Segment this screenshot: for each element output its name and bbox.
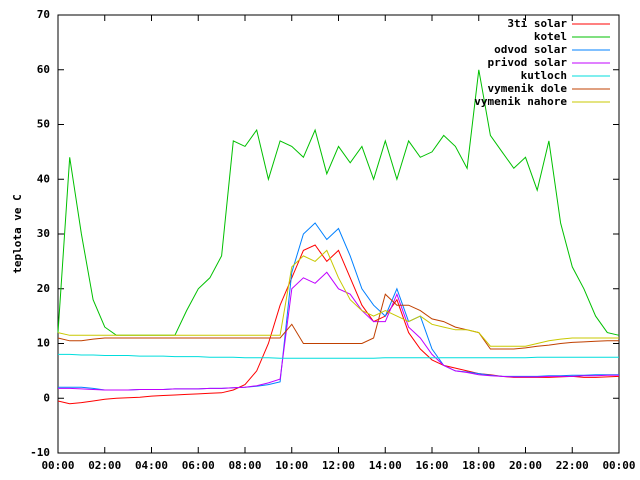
y-tick-label: 30 bbox=[37, 227, 50, 240]
series-line bbox=[57, 69, 620, 336]
legend-label: vymenik dole bbox=[488, 82, 568, 95]
series-line bbox=[57, 293, 619, 350]
x-tick-label: 22:00 bbox=[556, 459, 589, 472]
series-line bbox=[57, 244, 620, 405]
legend-label: odvod solar bbox=[494, 43, 567, 56]
legend-label: privod solar bbox=[488, 56, 568, 69]
x-tick-label: 14:00 bbox=[369, 459, 402, 472]
legend-label: 3ti solar bbox=[507, 17, 567, 30]
series-line bbox=[58, 353, 619, 359]
legend-label: kotel bbox=[534, 30, 567, 43]
series-line bbox=[57, 249, 619, 347]
y-axis-label: teplota ve C bbox=[11, 194, 24, 273]
y-tick-label: 20 bbox=[37, 282, 50, 295]
x-tick-label: 08:00 bbox=[228, 459, 261, 472]
x-tick-label: 12:00 bbox=[322, 459, 355, 472]
y-tick-label: 40 bbox=[37, 172, 50, 185]
series-line bbox=[58, 271, 619, 391]
legend-label: kutloch bbox=[521, 69, 567, 82]
y-tick-label: 50 bbox=[37, 118, 50, 131]
y-tick-label: 70 bbox=[37, 8, 50, 21]
y-tick-label: 10 bbox=[37, 337, 50, 350]
x-tick-label: 20:00 bbox=[509, 459, 542, 472]
x-tick-label: 10:00 bbox=[275, 459, 308, 472]
x-tick-label: 00:00 bbox=[602, 459, 635, 472]
series-line bbox=[58, 222, 619, 391]
x-tick-label: 16:00 bbox=[415, 459, 448, 472]
x-tick-label: 02:00 bbox=[88, 459, 121, 472]
y-tick-label: -10 bbox=[30, 446, 50, 459]
y-tick-label: 60 bbox=[37, 63, 50, 76]
y-tick-label: 0 bbox=[43, 391, 50, 404]
x-tick-label: 18:00 bbox=[462, 459, 495, 472]
legend-label: vymenik nahore bbox=[474, 95, 567, 108]
x-tick-label: 06:00 bbox=[182, 459, 215, 472]
x-tick-label: 04:00 bbox=[135, 459, 168, 472]
x-tick-label: 00:00 bbox=[41, 459, 74, 472]
